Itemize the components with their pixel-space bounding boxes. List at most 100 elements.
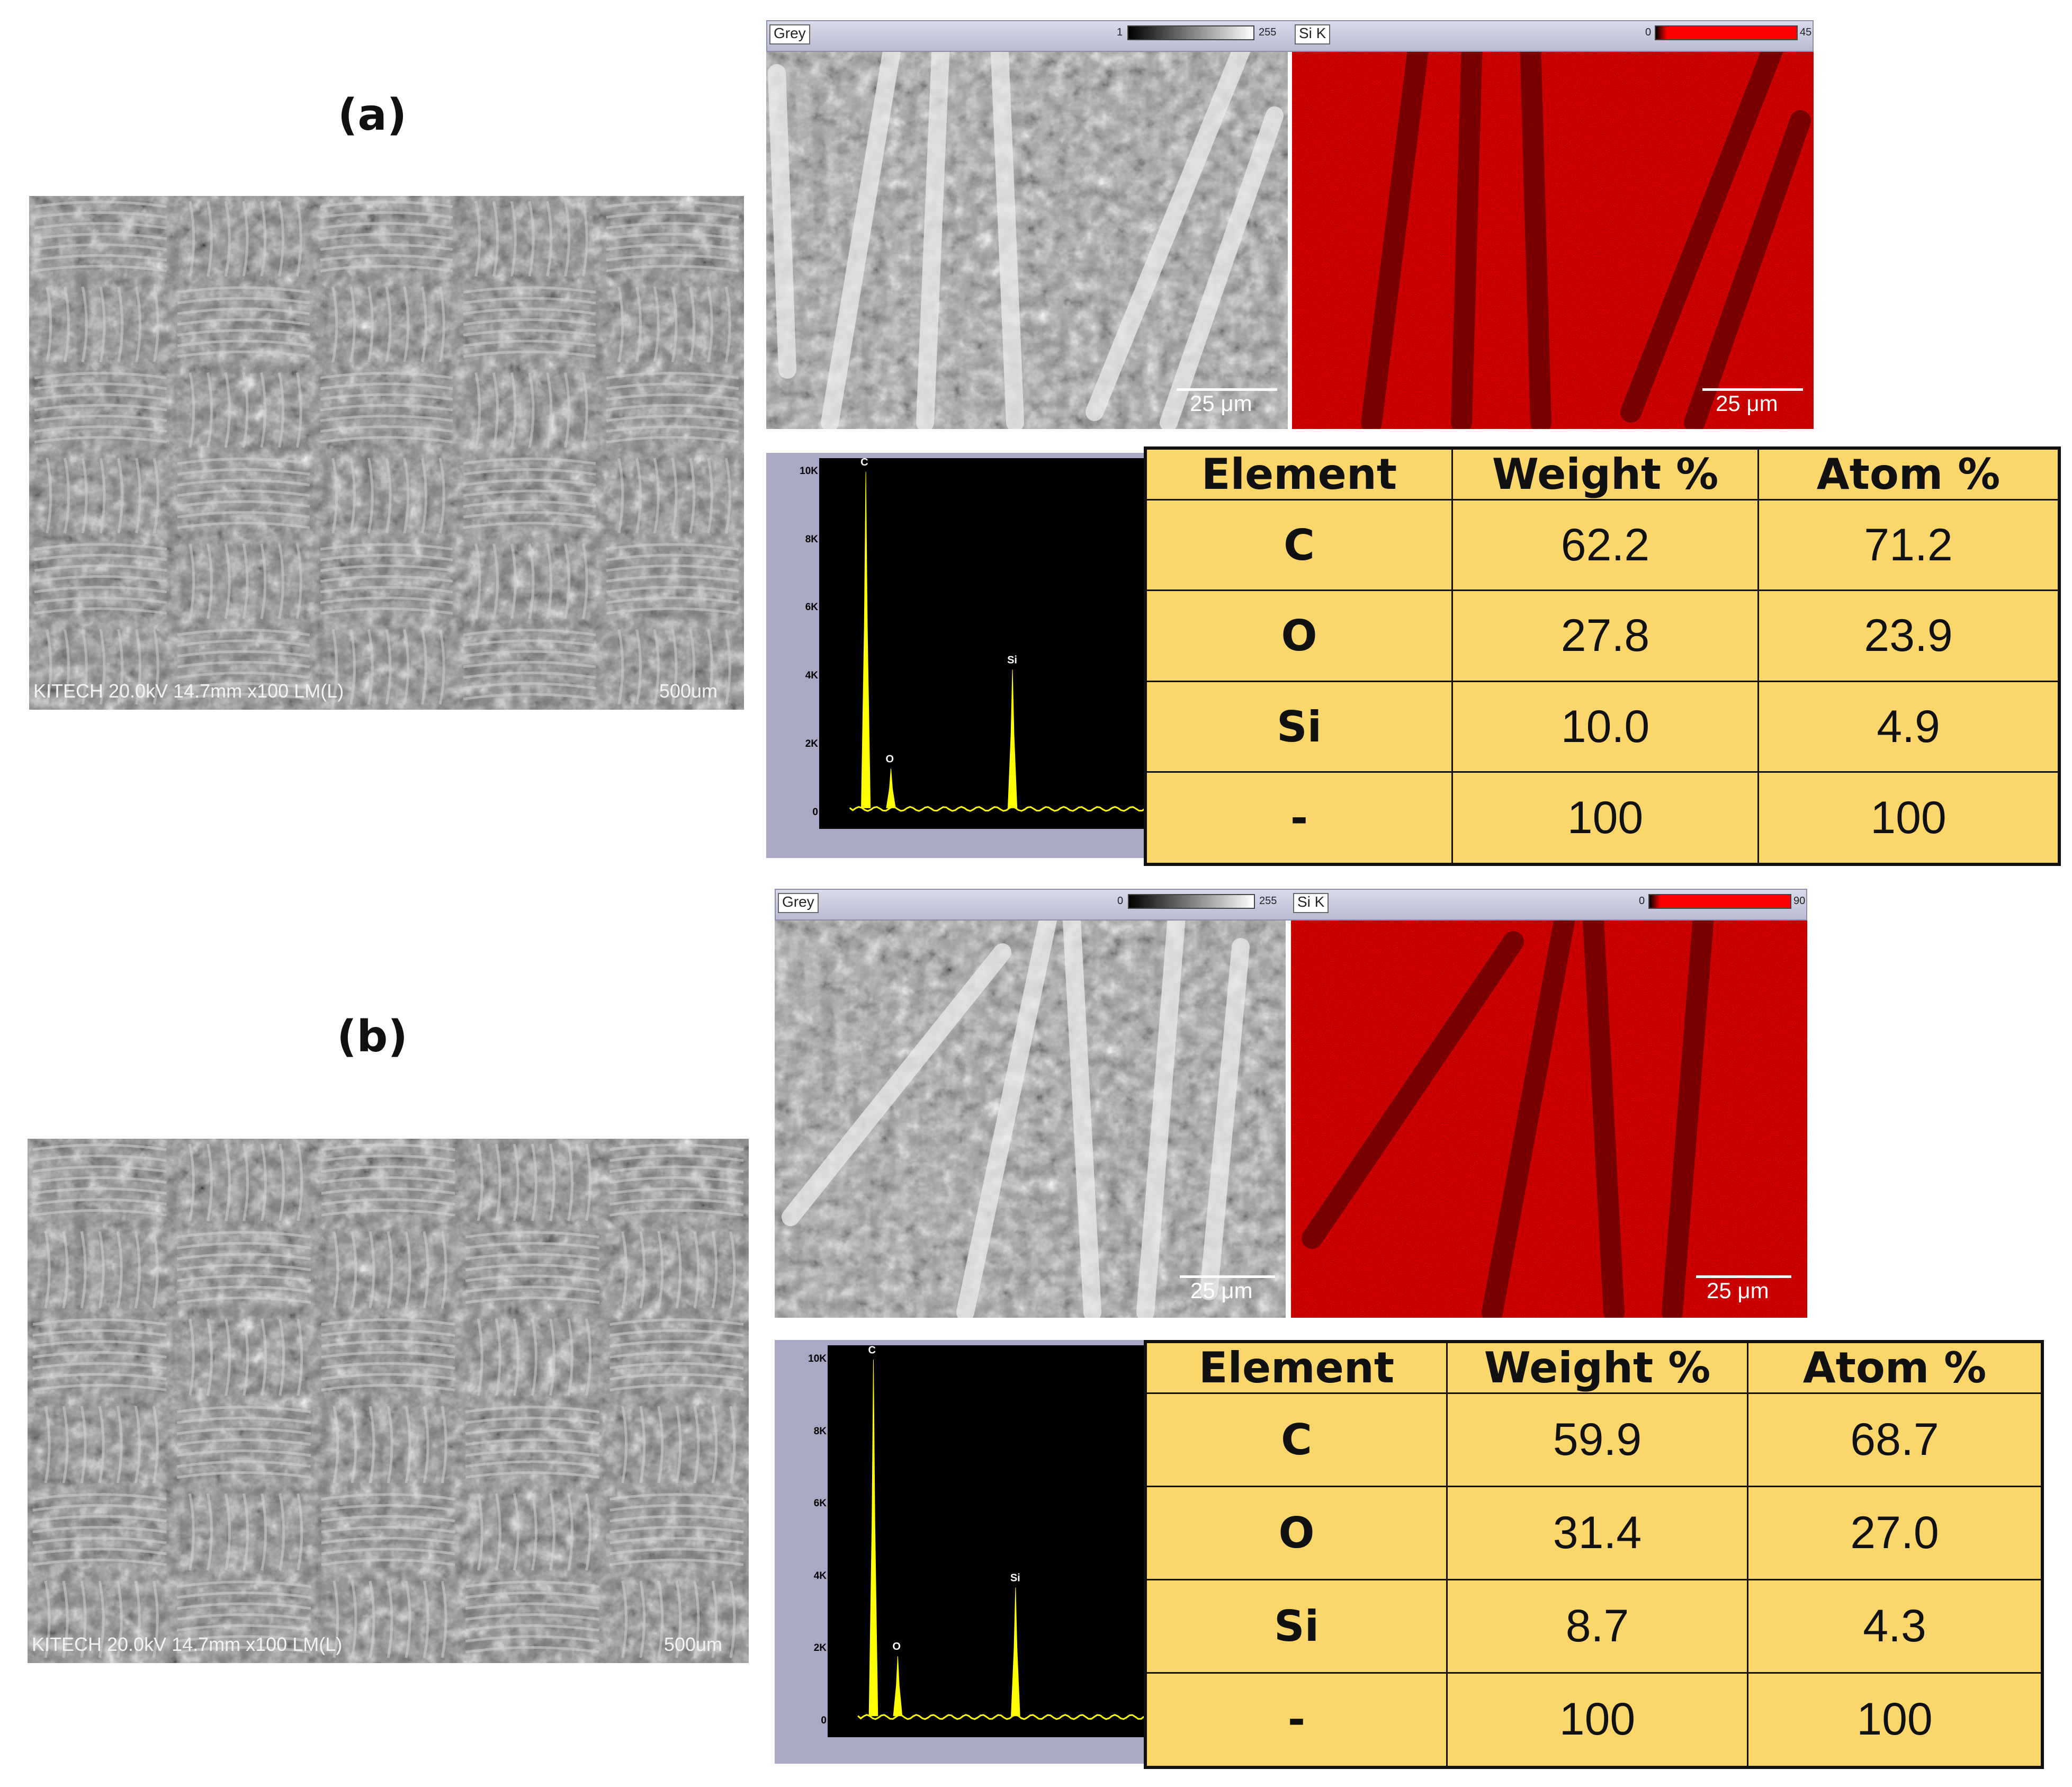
- fiber-strand: [387, 1580, 393, 1658]
- fiber-strand: [207, 1493, 213, 1571]
- fiber-strand: [707, 458, 713, 534]
- fiber-strand: [279, 1143, 285, 1221]
- fiber-strand: [261, 1143, 267, 1221]
- fiber-strand: [34, 607, 167, 615]
- fiber-strand: [177, 1580, 311, 1588]
- fiber-strand: [609, 1198, 744, 1206]
- fiber-strand: [321, 1329, 455, 1337]
- fiber-strand: [320, 222, 453, 230]
- fiber-strand: [64, 629, 70, 705]
- y-tick-label: 8K: [805, 533, 818, 545]
- fiber-strand: [707, 287, 713, 362]
- fiber-strand: [609, 1526, 744, 1533]
- fiber-strand: [99, 458, 106, 534]
- peak-label: O: [886, 753, 894, 765]
- fiber-strand: [689, 287, 696, 362]
- fiber-strand: [510, 543, 517, 619]
- fiber-strand: [321, 1143, 455, 1151]
- fiber-strand: [465, 1613, 599, 1621]
- fiber-strand: [177, 339, 310, 347]
- fiber-strand: [606, 222, 739, 230]
- table-header-row: Element Weight % Atom %: [1144, 447, 2060, 501]
- fiber-strand: [224, 543, 231, 619]
- fiber-strand: [44, 1231, 51, 1309]
- fiber-strand: [134, 1231, 141, 1309]
- fiber-strand: [609, 1154, 744, 1162]
- fiber-strand: [421, 458, 427, 534]
- fiber-strand: [477, 1143, 483, 1221]
- scale-bar-label: 25 μm: [1190, 391, 1252, 416]
- fiber-strand: [177, 1646, 311, 1654]
- cell-weight: 62.2: [1451, 498, 1759, 592]
- fiber-strand: [177, 629, 310, 637]
- fiber-strand: [567, 1318, 573, 1396]
- si-tab[interactable]: Si K: [1293, 893, 1329, 913]
- fiber-strand: [320, 586, 453, 594]
- fiber-strand: [260, 201, 267, 277]
- fiber-strand: [320, 553, 453, 561]
- fiber-strand: [693, 1406, 700, 1484]
- fiber-strand: [367, 629, 374, 705]
- fiber-strand: [385, 629, 392, 705]
- fiber-strand: [321, 1176, 455, 1184]
- fiber-strand: [189, 543, 195, 619]
- grey-gradient: [1128, 894, 1255, 909]
- fiber-strand: [295, 201, 302, 277]
- fiber-strand: [403, 287, 410, 362]
- fiber-strand: [465, 1416, 599, 1424]
- fiber-strand: [321, 1165, 455, 1173]
- fiber-strand: [463, 650, 596, 658]
- weave-pattern: [34, 200, 739, 705]
- cell-weight: 59.9: [1446, 1392, 1748, 1487]
- fiber-strand: [152, 1231, 159, 1309]
- fiber-strand: [207, 543, 213, 619]
- fiber-strand: [321, 1536, 455, 1544]
- fiber-strand: [606, 553, 739, 561]
- fiber-strand: [295, 372, 302, 448]
- fiber-strand: [421, 287, 427, 362]
- fiber-strand: [653, 629, 660, 705]
- fiber-strand: [606, 596, 739, 604]
- fiber-strand: [278, 372, 284, 448]
- cell-atom: 27.0: [1747, 1485, 2043, 1580]
- fiber-strand: [177, 350, 310, 358]
- fiber-strand: [606, 233, 739, 240]
- fiber-strand: [349, 287, 356, 362]
- fiber-strand: [46, 287, 52, 362]
- cell-element: C: [1144, 1392, 1448, 1487]
- si-tab[interactable]: Si K: [1295, 24, 1331, 44]
- fiber-strand: [207, 372, 213, 448]
- fiber-strand: [34, 372, 167, 380]
- fiber-strand: [463, 457, 596, 465]
- fiber-strand: [321, 1526, 455, 1533]
- fiber-strand: [609, 1209, 744, 1217]
- header-atom: Atom %: [1747, 1341, 2043, 1394]
- grey-tab[interactable]: Grey: [769, 24, 810, 44]
- fiber-strand: [321, 1515, 455, 1523]
- fiber-strand: [32, 1318, 167, 1326]
- fiber-strand: [367, 458, 374, 534]
- edx-spectrum-a: C O Si 10K 8K 6K 4K 2K 0 0 1 2 3: [766, 453, 1179, 858]
- fiber-strand: [639, 1580, 646, 1658]
- fiber-strand: [177, 660, 310, 668]
- fiber-strand: [549, 1493, 555, 1571]
- fiber-strand: [675, 1406, 682, 1484]
- fiber-strand: [34, 264, 167, 272]
- fiber-strand: [320, 414, 453, 422]
- fiber-strand: [639, 1231, 646, 1309]
- fiber-strand: [177, 329, 310, 337]
- fiber-strand: [32, 1362, 167, 1370]
- y-tick-label: 0: [821, 1715, 827, 1726]
- fiber-strand: [609, 1165, 744, 1173]
- fiber-strand: [474, 201, 481, 277]
- fiber-strand: [34, 382, 167, 390]
- cell-weight: 8.7: [1446, 1578, 1748, 1674]
- fiber-strand: [188, 1143, 195, 1221]
- fiber-strand: [510, 372, 517, 448]
- grey-tab[interactable]: Grey: [778, 893, 819, 913]
- fiber-strand: [153, 287, 159, 362]
- cell-weight: 27.8: [1451, 589, 1759, 682]
- fiber-strand: [321, 1351, 455, 1359]
- fiber-strand: [621, 1580, 628, 1658]
- fiber-strand: [207, 1318, 213, 1396]
